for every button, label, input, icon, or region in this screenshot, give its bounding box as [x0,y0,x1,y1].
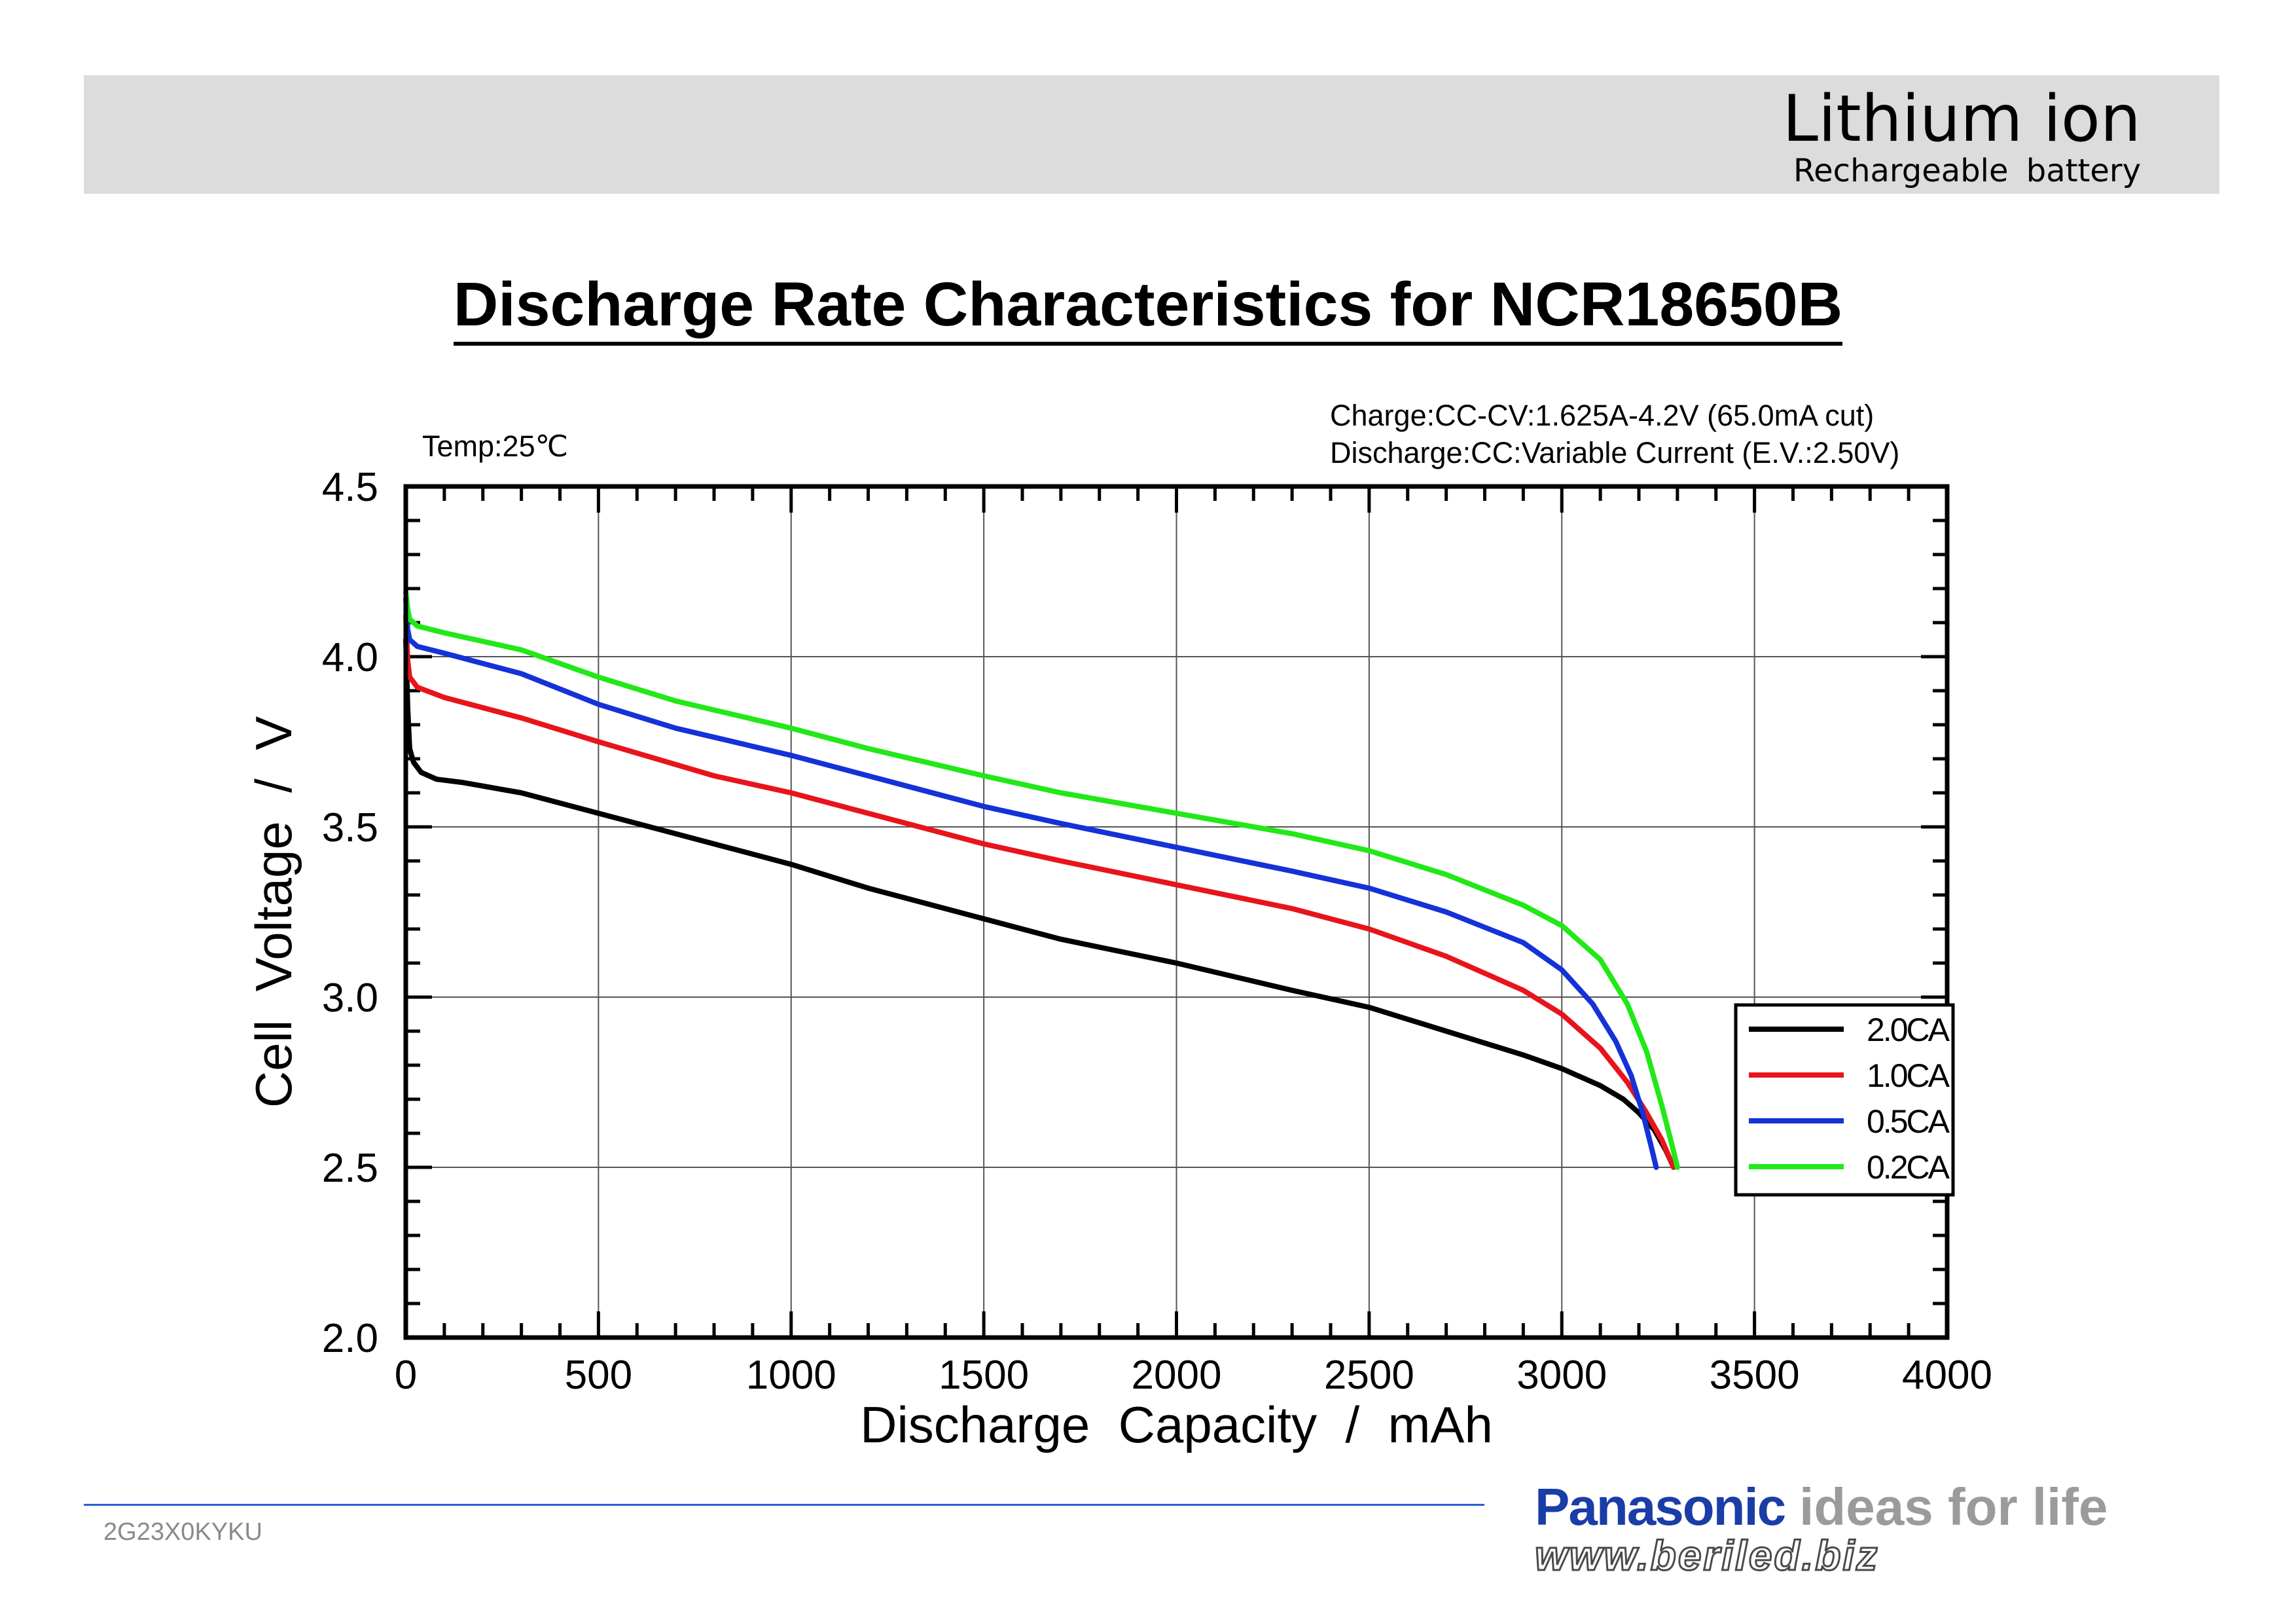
y-tick-label: 2.0 [322,1316,378,1361]
legend-box [1734,1003,1955,1197]
temperature-annotation: Temp:25℃ [422,429,568,463]
y-tick-label: 3.0 [322,976,378,1021]
x-tick-label: 500 [565,1353,632,1398]
x-tick-label: 3000 [1516,1353,1607,1398]
series-line-1-0CA [403,613,1676,1170]
x-tick-label: 1000 [746,1353,836,1398]
x-tick-label: 2500 [1324,1353,1414,1398]
brand-name: Panasonic [1535,1478,1786,1536]
series-line-2-0CA [403,637,1676,1170]
x-tick-label: 1500 [939,1353,1029,1398]
product-type-title: Lithium ion [1782,82,2141,156]
x-axis-label: Discharge Capacity / mAh [860,1396,1493,1453]
y-tick-label: 4.0 [322,635,378,680]
footer-divider [84,1504,1484,1506]
document-code: 2G23X0KYKU [103,1518,262,1546]
y-tick-label: 3.5 [322,805,378,850]
page-title: Discharge Rate Characteristics for NCR18… [0,270,2296,346]
series-line-0-2CA [403,589,1680,1170]
chart-series [403,589,1680,1170]
legend-label: 0.5CA [1867,1103,1950,1140]
legend-label: 1.0CA [1867,1057,1950,1094]
x-tick-label: 0 [395,1353,417,1398]
chart-labels: 0 500 1000 1500 2000 2500 3000 3500 4000 2.0 2.5 3.… [245,465,1992,1453]
legend-label: 0.2CA [1867,1149,1950,1186]
y-tick-label: 2.5 [322,1146,378,1191]
chart-legend: 2.0CA 1.0CA 0.5CA 0.2CA [1734,1003,1955,1197]
brand-logo: Panasonic ideas for life [1535,1481,2108,1533]
header-band: Lithium ion Rechargeable battery [84,75,2219,194]
legend-label: 2.0CA [1867,1012,1950,1048]
x-tick-label: 2000 [1132,1353,1222,1398]
brand-tagline: ideas for life [1799,1478,2108,1536]
discharge-condition-annotation: Discharge:CC:Variable Current (E.V.:2.50… [1330,436,1899,469]
y-axis-label: Cell Voltage / V [245,716,302,1108]
x-tick-label: 4000 [1902,1353,1992,1398]
page-title-text: Discharge Rate Characteristics for NCR18… [453,270,1843,346]
product-type-subtitle: Rechargeable battery [1793,153,2141,189]
chart-annotations: Temp:25℃ Charge:CC-CV:1.625A-4.2V (65.0m… [422,399,1899,469]
charge-condition-annotation: Charge:CC-CV:1.625A-4.2V (65.0mA cut) [1330,399,1874,432]
series-line-0-5CA [403,596,1659,1170]
plot-frame [403,484,1950,1340]
chart-ticks [404,484,1949,1340]
chart-grid [405,486,1948,1338]
x-tick-label: 3500 [1710,1353,1800,1398]
y-tick-label: 4.5 [322,465,378,510]
website-watermark: www.beriled.biz [1534,1532,1880,1579]
